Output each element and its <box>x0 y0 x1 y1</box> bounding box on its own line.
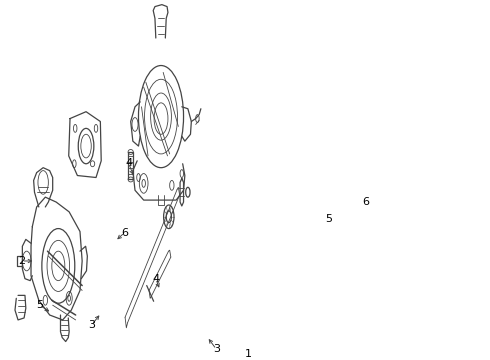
Text: 4: 4 <box>125 158 132 168</box>
Text: 1: 1 <box>245 349 252 359</box>
Text: 4: 4 <box>152 274 159 284</box>
Text: 5: 5 <box>36 300 43 310</box>
Text: 6: 6 <box>362 197 369 207</box>
Text: 5: 5 <box>325 214 332 224</box>
Text: 3: 3 <box>213 345 220 354</box>
Text: 2: 2 <box>18 256 25 266</box>
Text: 6: 6 <box>121 228 128 238</box>
Text: 3: 3 <box>88 320 95 330</box>
